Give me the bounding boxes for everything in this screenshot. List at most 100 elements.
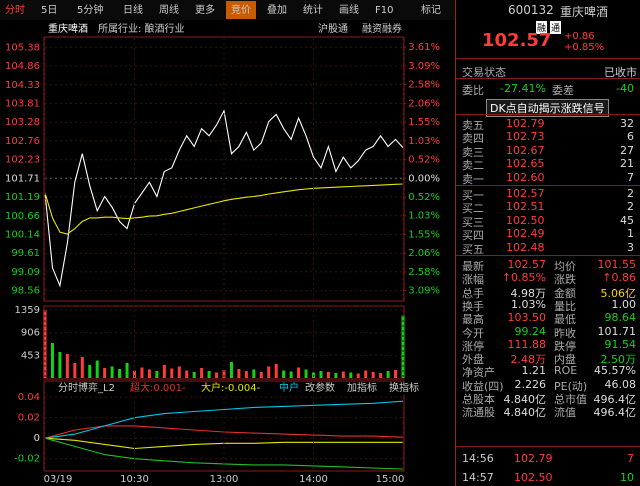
stat-label: 涨幅 (462, 273, 484, 287)
stock-name: 重庆啤酒 (560, 5, 609, 19)
stat-label: 今开 (462, 326, 484, 340)
annotation: 沪股通 (318, 22, 348, 35)
stat-value: 45.57% (594, 364, 636, 378)
volume-bar (192, 371, 196, 378)
y-tick-label: 101.71 (5, 173, 40, 184)
indicator-control[interactable]: 加指标 (347, 381, 377, 394)
y2-tick-label: 0.52% (408, 154, 440, 165)
tab[interactable]: 日线 (123, 3, 143, 16)
y2-tick-label: 0.52% (408, 192, 440, 203)
y-tick-label: 104.33 (5, 80, 40, 91)
volume-bar (386, 370, 390, 378)
book-label: 卖一 (462, 172, 484, 186)
book-price: 102.79 (506, 117, 545, 130)
tab[interactable]: 统计 (303, 3, 323, 16)
legend-entry: 大户:-0.004- (201, 381, 261, 394)
volume-bar (326, 371, 330, 378)
label: 委差 (552, 84, 574, 97)
y-tick-label: -0.02 (14, 454, 40, 465)
stat-value: 103.50 (507, 311, 547, 325)
tab[interactable]: 叠加 (267, 4, 287, 16)
quote-panel: 600132 重庆啤酒融通 102.57 +0.86 +0.85% 交易状态 已收市 委比 -2… (455, 0, 640, 486)
tab[interactable]: 分时 (5, 4, 25, 16)
volume-bar (125, 362, 129, 378)
stat-label: 内盘 (554, 353, 576, 367)
series-line (44, 183, 404, 235)
stat-value: 4.840亿 (503, 393, 547, 406)
stat-value: 2.50万 (600, 353, 637, 367)
x-tick-label: 03/19 (44, 474, 73, 485)
y-tick-label: 104.86 (5, 61, 40, 72)
volume-bar (341, 371, 345, 378)
divider (456, 185, 640, 186)
stat-value: 101.71 (597, 324, 637, 338)
tick-price: 102.50 (514, 471, 553, 484)
stat-value: 496.4亿 (593, 406, 637, 420)
volume-bar (200, 367, 204, 378)
volume-bar (185, 370, 189, 378)
volume-bar (274, 363, 278, 378)
book-price: 102.57 (506, 187, 545, 200)
tick-price: 102.79 (514, 452, 553, 465)
stat-value: 1.21 (521, 364, 547, 378)
book-volume: 27 (620, 143, 634, 157)
volume-bar (222, 369, 226, 378)
tab[interactable]: 标记 (421, 4, 441, 16)
x-tick-label: 13:00 (210, 474, 239, 485)
tab[interactable]: 5分钟 (77, 3, 103, 16)
stat-value: 99.24 (514, 324, 547, 338)
tab[interactable]: 更多 (195, 3, 215, 16)
indicator-control[interactable]: 换指标 (389, 381, 419, 394)
volume-bar (43, 310, 47, 378)
stat-label: 均价 (554, 260, 576, 273)
value: -40 (616, 82, 634, 95)
tab[interactable]: 周线 (159, 3, 179, 16)
chart-area: 分时 5日 5分钟 日线 周线 更多 竞价 叠加 统计 画线 F10 标记 105.38 104.86 10… (5, 1, 441, 485)
tab[interactable]: 画线 (339, 3, 359, 16)
volume-bar (379, 372, 383, 378)
indicator-control[interactable]: 改参数 (305, 381, 335, 394)
indicator-frame (43, 380, 405, 472)
stat-label: 涨停 (462, 339, 484, 353)
stat-label: 金额 (554, 286, 576, 300)
tick-volume: 7 (627, 452, 634, 465)
last-price: 102.57 (482, 30, 552, 51)
volume-bar (95, 360, 99, 378)
y-tick-label: 0.04 (18, 392, 40, 403)
y-tick-label: 105.38 (5, 42, 40, 53)
price-change: +0.86 (564, 31, 595, 42)
tab[interactable]: F10 (375, 5, 393, 16)
stat-value: ↑0.86 (602, 271, 636, 285)
book-label: 买五 (462, 242, 484, 256)
divider (456, 58, 640, 59)
divider (456, 78, 640, 79)
volume-bar (282, 370, 286, 378)
stat-value: 1.00 (611, 297, 637, 311)
stat-label: 换手 (462, 299, 484, 313)
book-price: 102.51 (506, 200, 545, 214)
divider (456, 446, 640, 447)
book-price: 102.49 (506, 227, 545, 241)
tab[interactable]: 竞价 (231, 3, 251, 16)
y-tick-label: 453 (21, 350, 40, 361)
tab-active-bg (226, 1, 256, 19)
book-label: 卖四 (462, 132, 484, 146)
volume-bar (103, 367, 107, 378)
volume-bar (334, 372, 338, 378)
stat-value: 1.03% (511, 297, 546, 311)
y-tick-label: 0.02 (18, 413, 40, 424)
book-volume: 1 (627, 227, 634, 241)
stat-value: 98.64 (604, 311, 637, 325)
stat-value: 46.08 (604, 377, 637, 391)
stat-label: 昨收 (554, 326, 576, 340)
tab[interactable]: 5日 (41, 5, 57, 16)
x-tick-label: 10:30 (120, 474, 149, 485)
indicator-title: 分时博弈_L2 (58, 381, 115, 394)
volume-bar (170, 368, 174, 378)
volume-bar (215, 372, 219, 378)
volume-bar (207, 370, 211, 378)
stat-value: 2.226 (514, 377, 547, 391)
stat-value: 91.54 (604, 337, 637, 351)
book-label: 买四 (462, 229, 484, 243)
y-tick-label: 103.28 (5, 117, 40, 128)
